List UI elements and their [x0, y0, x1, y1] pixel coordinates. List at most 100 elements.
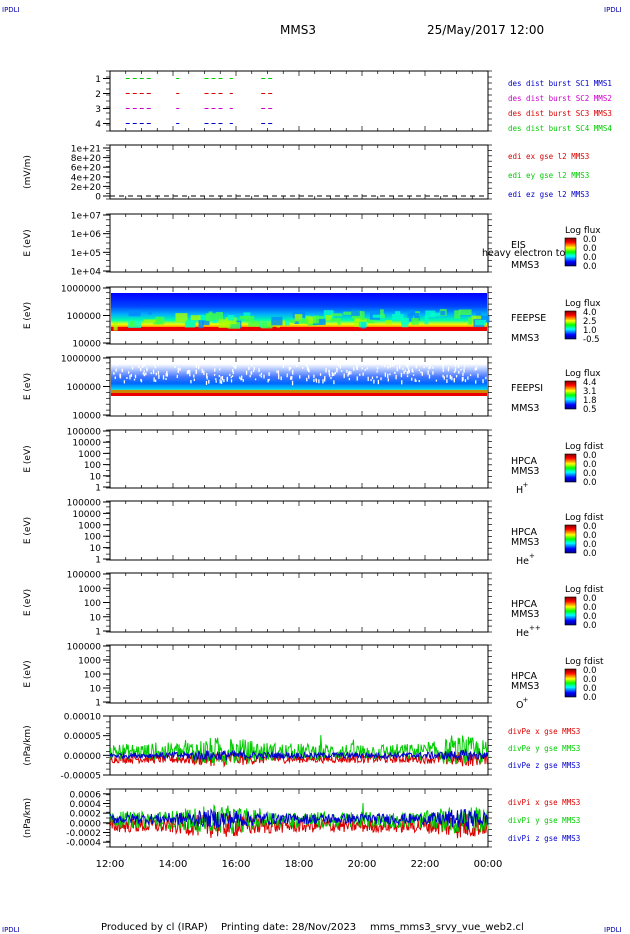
- feepse-patch: [198, 314, 210, 321]
- hpca_he-frame: [109, 500, 489, 561]
- hpca_he-ytick-label: 100: [84, 533, 101, 543]
- hpca_hepp-instrument-label: HPCA: [511, 599, 538, 610]
- feepse-colorbar-tick: 1.0: [583, 326, 597, 336]
- hpca_he-ytick-label: 10: [90, 544, 102, 554]
- eis-overlay-text: heavy electron to: [482, 248, 566, 259]
- hpca_hepp-ytick-label: 100000: [67, 571, 102, 581]
- feepse-patch: [440, 310, 446, 316]
- feepse-instrument-label: FEEPSE: [511, 313, 546, 324]
- feepsi-sparse-pixel: [221, 376, 224, 381]
- hpca_he-colorbar-tick: 0.0: [583, 531, 597, 541]
- feepse-patch: [239, 315, 248, 320]
- feepsi-sparse-pixel: [343, 373, 345, 379]
- hpca_o-ytick-label: 10: [90, 685, 102, 695]
- feepsi-sparse-pixel: [377, 379, 380, 385]
- hpca_hepp-colorbar-tick: 0.0: [583, 621, 597, 631]
- edi-ytick-label: 2e+20: [71, 183, 102, 193]
- time-tick-label: 00:00: [474, 859, 503, 870]
- feepsi-sparse-pixel: [240, 378, 242, 381]
- feepsi-ylabel: E (eV): [23, 373, 33, 400]
- feepse-patch: [244, 315, 255, 322]
- feepsi-sparse-pixel: [462, 376, 464, 381]
- feepsi-sparse-pixel: [291, 380, 294, 386]
- feepse-patch: [425, 310, 436, 318]
- feepse-patch: [360, 311, 365, 321]
- edi-frame: [109, 144, 489, 200]
- feepsi-sparse-pixel: [232, 363, 235, 368]
- hpca_o-colorbar-tick: 0.0: [583, 693, 597, 703]
- feepsi-sparse-pixel: [189, 373, 191, 377]
- feepsi-sparse-pixel: [407, 365, 409, 369]
- feepsi-sparse-pixel: [454, 367, 457, 372]
- feepsi-sparse-pixel: [337, 363, 340, 367]
- feepsi-sparse-pixel: [302, 367, 304, 369]
- feepsi-sparse-pixel: [322, 379, 324, 384]
- feepsi-sparse-pixel: [208, 379, 210, 384]
- panels-container: 1 2 3 4 des dist burst SC1 MMS1 des dist burs…: [23, 70, 612, 849]
- feepse-colorbar-title: Log flux: [565, 299, 601, 309]
- feepsi-sparse-pixel: [411, 377, 413, 381]
- feepsi-sparse-pixel: [158, 374, 160, 379]
- feepsi-spacecraft-label: MMS3: [511, 403, 539, 414]
- feepsi-sparse-pixel: [376, 370, 378, 373]
- feepsi-sparse-pixel: [331, 372, 333, 377]
- hpca_he-colorbar-tick: 0.0: [583, 522, 597, 532]
- feepsi-sparse-pixel: [226, 376, 229, 381]
- divpe-ylabel: (nPa/km): [23, 725, 33, 765]
- feepse-patch: [343, 311, 356, 315]
- feepsi-sparse-pixel: [339, 364, 341, 369]
- hpca_o-colorbar: [564, 668, 577, 698]
- feepsi-sparse-pixel: [387, 373, 389, 379]
- feepsi-sparse-pixel: [115, 368, 117, 372]
- feepsi-sparse-pixel: [333, 372, 335, 376]
- feepsi-sparse-pixel: [366, 367, 368, 370]
- feepsi-sparse-pixel: [157, 363, 159, 366]
- feepse-patch: [205, 313, 217, 322]
- feepsi-sparse-pixel: [348, 370, 351, 375]
- panel-feepse: E (eV) 1000000 100000 10000 Log flux4.02.51.…: [23, 285, 601, 350]
- feepse-low-energy-band: [111, 327, 487, 331]
- hpca_he-ylabel: E (eV): [23, 517, 33, 544]
- feepse-patch: [147, 310, 153, 315]
- feepsi-sparse-pixel: [249, 374, 251, 378]
- feepsi-sparse-pixel: [485, 376, 487, 380]
- feepsi-sparse-pixel: [467, 376, 469, 380]
- feepsi-sparse-pixel: [276, 370, 278, 373]
- feepse-patch: [175, 313, 188, 322]
- feepse-patch: [212, 319, 217, 323]
- feepsi-sparse-pixel: [461, 377, 464, 382]
- feepsi-sparse-pixel: [144, 364, 146, 366]
- hpca_o-ylabel: E (eV): [23, 660, 33, 687]
- edi-ytick-label: 8e+20: [71, 154, 102, 164]
- burst-frame: [109, 70, 489, 132]
- feepse-patch: [128, 310, 141, 317]
- divpi-series-z: [109, 808, 489, 831]
- hpca_o-spacecraft-label: MMS3: [511, 681, 539, 692]
- feepsi-sparse-pixel: [370, 379, 372, 382]
- feepsi-sparse-pixel: [260, 372, 263, 376]
- feepsi-sparse-pixel: [384, 365, 386, 368]
- feepsi-band-red: [111, 393, 487, 396]
- eis-colorbar-tick: 0.0: [583, 235, 597, 245]
- hpca_he-ytick-label: 1000: [78, 521, 101, 531]
- feepsi-sparse-pixel: [389, 373, 391, 376]
- feepsi-sparse-pixel: [112, 363, 114, 366]
- feepse-patch: [248, 321, 261, 327]
- feepsi-sparse-pixel: [239, 376, 241, 379]
- feepsi-sparse-pixel: [218, 375, 220, 377]
- feepsi-sparse-pixel: [306, 365, 309, 371]
- hpca_he-species-label: He: [516, 556, 529, 567]
- divpe-legend-entry: divPe x gse MMS3: [508, 727, 580, 736]
- feepse-spacecraft-label: MMS3: [511, 333, 539, 344]
- feepsi-sparse-pixel: [455, 375, 458, 378]
- hpca_o-species-charge: +: [523, 696, 529, 704]
- eis-ytick-label: 1e+04: [71, 268, 102, 278]
- divpe-ytick-label: -0.00005: [61, 772, 101, 782]
- hpca_hepp-colorbar-tick: 0.0: [583, 603, 597, 613]
- feepsi-sparse-pixel: [401, 380, 403, 385]
- feepsi-sparse-pixel: [457, 363, 460, 368]
- hpca_hepp-ytick-label: 10: [90, 613, 102, 623]
- feepsi-sparse-pixel: [179, 367, 181, 371]
- feepse-patch: [208, 311, 213, 316]
